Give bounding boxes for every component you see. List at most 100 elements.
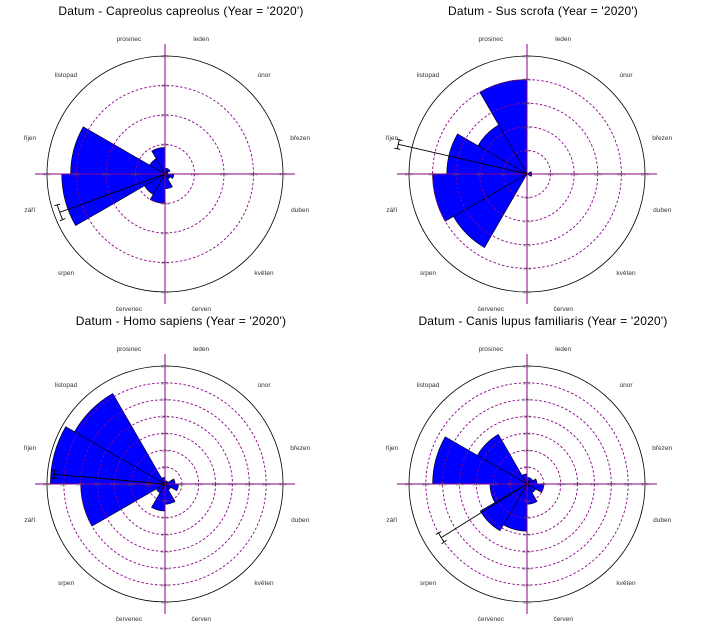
tick-label: 20% <box>102 172 110 177</box>
tick-label: 35% <box>161 364 169 369</box>
month-label-listopad: listopad <box>55 72 78 79</box>
month-label-červen: červen <box>553 616 573 621</box>
tick-label: 5% <box>548 172 554 177</box>
tick-label: 30% <box>72 172 80 177</box>
tick-label: 20% <box>429 172 437 177</box>
mean-direction-line <box>398 143 528 175</box>
tick-label: 30% <box>262 482 270 487</box>
tick-label: 30% <box>161 583 169 588</box>
month-label-březen: březen <box>652 445 672 452</box>
tick-label: 40% <box>43 172 51 177</box>
month-label-říjen: říjen <box>23 445 36 452</box>
tick-label: 25% <box>523 566 531 571</box>
tick-label: 15% <box>523 431 531 436</box>
chart-title: Datum - Capreolus capreolus (Year = '202… <box>58 4 304 18</box>
month-label-červenec: červenec <box>116 306 143 313</box>
tick-label: 20% <box>523 77 531 82</box>
tick-label: 5% <box>162 498 168 503</box>
month-label-prosinec: prosinec <box>117 346 142 353</box>
tick-label: 20% <box>94 482 102 487</box>
tick-label: 35% <box>279 482 287 487</box>
tick-label: 30% <box>60 482 68 487</box>
rose-panel-3: Datum - Homo sapiens (Year = '2020') 5% 5… <box>0 310 362 621</box>
tick-label: 20% <box>523 266 531 271</box>
tick-label: 10% <box>195 482 203 487</box>
tick-label: 25% <box>245 482 253 487</box>
month-label-prosinec: prosinec <box>117 36 142 43</box>
tick-label: 15% <box>161 532 169 537</box>
tick-label: 5% <box>507 482 513 487</box>
tick-label: 25% <box>523 397 531 402</box>
tick-label: 10% <box>570 172 578 177</box>
confidence-arc <box>56 204 64 220</box>
month-label-únor: únor <box>619 72 633 79</box>
tick-label: 10% <box>557 482 565 487</box>
confidence-arc <box>438 532 445 543</box>
tick-label: 15% <box>161 431 169 436</box>
tick-label: 20% <box>228 482 236 487</box>
month-label-září: září <box>386 517 397 524</box>
tick-label: 30% <box>161 380 169 385</box>
tick-label: 10% <box>523 515 531 520</box>
month-label-srpen: srpen <box>420 580 437 587</box>
tick-label: 15% <box>110 482 118 487</box>
tick-label: 15% <box>523 101 531 106</box>
rose-chart-1: 10% 10% 10% 10% 20% 20% 20% 20% 30% 30% 30% 30% 40% 4… <box>23 36 310 313</box>
tick-label: 20% <box>161 113 169 118</box>
tick-label: 25% <box>77 482 85 487</box>
month-label-duben: duben <box>291 207 309 214</box>
month-label-duben: duben <box>291 517 309 524</box>
month-label-březen: březen <box>290 135 310 142</box>
tick-label: 10% <box>131 172 139 177</box>
rose-wedge-listopad <box>74 393 166 485</box>
tick-label: 5% <box>162 465 168 470</box>
tick-label: 15% <box>523 532 531 537</box>
tick-label: 25% <box>161 566 169 571</box>
rose-panel-1: Datum - Capreolus capreolus (Year = '202… <box>0 0 362 313</box>
month-label-listopad: listopad <box>55 382 78 389</box>
month-label-květen: květen <box>254 580 274 587</box>
tick-label: 10% <box>523 448 531 453</box>
tick-label: 35% <box>161 600 169 605</box>
month-label-srpen: srpen <box>58 270 75 277</box>
tick-label: 35% <box>43 482 51 487</box>
tick-label: 30% <box>161 83 169 88</box>
tick-label: 5% <box>524 498 530 503</box>
month-label-leden: leden <box>193 346 209 353</box>
tick-label: 20% <box>590 482 598 487</box>
tick-label: 20% <box>617 172 625 177</box>
tick-label: 25% <box>405 172 413 177</box>
month-label-leden: leden <box>555 346 571 353</box>
month-label-květen: květen <box>254 270 274 277</box>
month-label-únor: únor <box>257 72 271 79</box>
tick-label: 10% <box>489 482 497 487</box>
confidence-tick <box>441 539 447 545</box>
month-label-říjen: říjen <box>23 135 36 142</box>
rose-wedge-únor <box>164 168 171 175</box>
month-label-červenec: červenec <box>478 306 505 313</box>
tick-label: 10% <box>190 172 198 177</box>
rose-wedge-září <box>80 483 167 527</box>
month-label-květen: květen <box>616 270 636 277</box>
mean-direction-line <box>59 173 166 213</box>
month-label-červen: červen <box>553 306 573 313</box>
tick-label: 25% <box>523 54 531 59</box>
tick-label: 20% <box>523 414 531 419</box>
confidence-tick <box>59 217 66 222</box>
month-label-říjen: říjen <box>385 135 398 142</box>
tick-label: 25% <box>523 290 531 295</box>
tick-label: 35% <box>523 600 531 605</box>
tick-label: 10% <box>523 124 531 129</box>
month-label-červen: červen <box>191 306 211 313</box>
month-label-září: září <box>386 207 397 214</box>
chart-title: Datum - Homo sapiens (Year = '2020') <box>75 314 287 328</box>
tick-label: 10% <box>161 142 169 147</box>
rose-wedge-srpen <box>479 483 528 532</box>
rose-chart-2: 5% 5% 5% 5% 10% 10% 10% 10% 15% 15% 15% 15% 20% 20% 20… <box>385 36 672 313</box>
month-label-prosinec: prosinec <box>479 36 504 43</box>
tick-label: 5% <box>524 195 530 200</box>
tick-label: 25% <box>641 172 649 177</box>
month-label-srpen: srpen <box>58 580 75 587</box>
tick-label: 10% <box>161 201 169 206</box>
rose-wedge-říjen <box>70 126 167 175</box>
